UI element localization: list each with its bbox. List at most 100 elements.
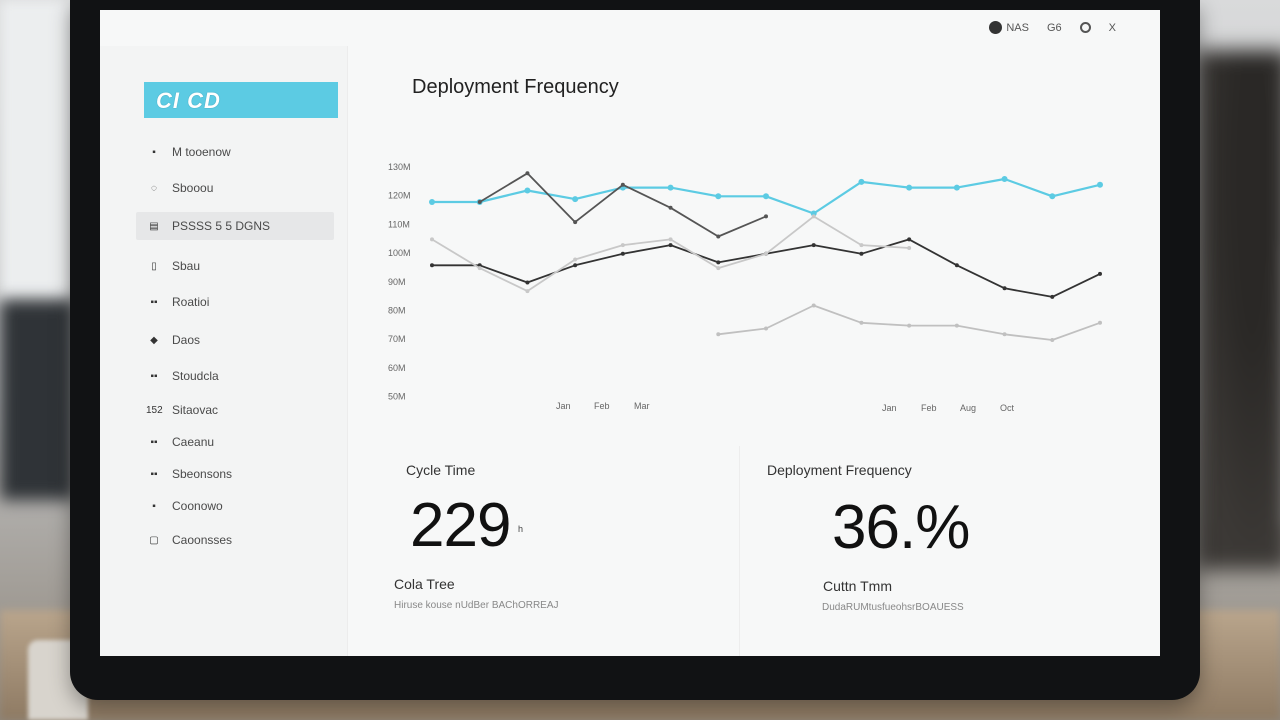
tag-icon: ▪	[152, 500, 156, 512]
list-icon: ▤	[149, 220, 159, 232]
deployment-chart: 130M 120M 110M 100M 90M 80M 70M 60M 50M Jan Feb Mar…	[348, 146, 1160, 426]
data-point	[525, 289, 530, 294]
sidebar-item[interactable]: 152 Sitaovac	[136, 396, 334, 424]
x-tick-label: Aug	[960, 403, 976, 413]
sidebar-item-label: M tooenow	[172, 145, 231, 159]
logo-text: CI CD	[156, 88, 221, 113]
data-point	[573, 263, 578, 268]
settings-icon[interactable]	[1079, 22, 1091, 33]
data-point	[1050, 338, 1055, 342]
sidebar-item-label: Caeanu	[172, 435, 215, 449]
card-value: 36.%	[832, 493, 970, 562]
sidebar: CI CD ▪ M tooenow ◌ Sbooou ▤ PSSSS 5 5 DGNS ▯ S…	[100, 46, 348, 656]
sidebar-item[interactable]: ▪▪ Sbeonsons	[136, 460, 334, 488]
data-point	[477, 263, 482, 268]
data-point	[764, 326, 768, 331]
sidebar-item[interactable]: ▢ Caoonsses	[136, 526, 334, 554]
data-point	[573, 257, 578, 262]
sidebar-item-label: Daos	[172, 333, 201, 347]
page-title: Deployment Frequency	[412, 76, 619, 98]
x-tick-label: Oct	[1000, 403, 1015, 413]
data-point	[954, 263, 959, 268]
data-point	[764, 214, 768, 219]
data-point	[668, 243, 673, 248]
data-point	[859, 243, 864, 248]
folder-icon: ▢	[149, 534, 159, 546]
sidebar-item[interactable]: ▪▪ Caeanu	[136, 428, 334, 456]
y-tick-label: 110M	[388, 219, 410, 229]
chart-icon: ▪▪	[150, 370, 158, 382]
y-tick-label: 50M	[388, 392, 406, 402]
data-point	[1002, 332, 1007, 337]
x-tick-label: Jan	[556, 401, 571, 411]
series-line-3	[431, 215, 910, 292]
sidebar-item-label: Stoudcla	[172, 369, 219, 383]
user-icon[interactable]: NAS	[989, 21, 1029, 34]
background-shadow	[0, 300, 75, 500]
data-point	[716, 332, 721, 337]
data-point	[525, 280, 530, 285]
data-point	[524, 187, 531, 194]
data-point	[764, 251, 768, 256]
data-point	[906, 184, 913, 191]
card-title: Cycle Time	[406, 462, 476, 478]
data-point	[763, 193, 769, 200]
data-point	[1050, 294, 1055, 299]
sidebar-item[interactable]: ▪ Coonowo	[136, 492, 334, 520]
y-tick-label: 60M	[388, 363, 406, 373]
data-point	[810, 210, 817, 217]
sidebar-item[interactable]: ▪▪ Roatioi	[136, 288, 334, 316]
sidebar-item[interactable]: ◌ Sbooou	[136, 174, 334, 202]
close-icon[interactable]: X	[1108, 21, 1116, 34]
data-point	[667, 184, 674, 191]
sidebar-item-label: Sitaovac	[172, 403, 219, 417]
x-tick-label: Jan	[882, 403, 897, 413]
data-point	[1098, 271, 1102, 276]
x-tick-label: Mar	[634, 401, 650, 411]
data-point	[716, 234, 721, 239]
dashboard-screen: NAS G6 X CI CD ▪ M tooenow ◌ Sbooou ▤ PSSSS 5…	[100, 10, 1160, 656]
data-point	[668, 205, 673, 210]
sidebar-item[interactable]: ▤ PSSSS 5 5 DGNS	[136, 212, 334, 240]
data-point	[907, 237, 912, 242]
app-logo[interactable]: CI CD	[144, 82, 338, 118]
pin-icon: ◆	[150, 334, 158, 346]
card-subtitle: Cuttn Tmm	[823, 578, 892, 594]
top-bar: NAS G6 X	[100, 10, 1160, 46]
data-point	[429, 199, 435, 205]
data-point	[430, 263, 434, 268]
code-icon: 152	[146, 404, 163, 416]
data-point	[811, 214, 816, 219]
data-point	[953, 184, 960, 191]
help-icon[interactable]: G6	[1046, 21, 1062, 34]
data-point	[1098, 320, 1102, 325]
data-point	[716, 266, 721, 271]
y-tick-label: 120M	[388, 191, 411, 201]
card-subtitle: Cola Tree	[394, 576, 455, 592]
sidebar-item[interactable]: ◆ Daos	[136, 326, 334, 354]
data-point	[907, 323, 912, 328]
data-point	[525, 171, 530, 176]
sidebar-item-label: Sbau	[172, 259, 201, 273]
sidebar-item-label: Coonowo	[172, 499, 223, 513]
line-chart-svg: 130M 120M 110M 100M 90M 80M 70M 60M 50M Jan Feb Mar…	[388, 162, 1103, 413]
data-point	[811, 243, 816, 248]
data-point	[859, 251, 864, 256]
y-tick-label: 130M	[388, 162, 411, 172]
card-unit: h	[518, 524, 524, 534]
box-icon: ▯	[151, 260, 157, 272]
card-title: Deployment Frequency	[767, 462, 912, 478]
sidebar-item-label: Sbooou	[172, 181, 214, 195]
data-point	[859, 320, 864, 325]
sidebar-item[interactable]: ▯ Sbau	[136, 252, 334, 280]
card-note: Hiruse kouse nUdBer BAChORREAJ	[394, 600, 559, 611]
sidebar-item[interactable]: ▪▪ Stoudcla	[136, 362, 334, 390]
card-note: DudaRUMtusfueohsrBOAUESS	[822, 602, 964, 613]
data-point	[620, 182, 625, 187]
y-tick-label: 80M	[388, 306, 406, 316]
group-icon: ▪▪	[150, 296, 158, 308]
sidebar-item-label: Sbeonsons	[172, 467, 233, 481]
main-content: Deployment Frequency 130M 120M 110M 100M 90M…	[348, 46, 1160, 656]
data-point	[1049, 193, 1056, 200]
sidebar-item[interactable]: ▪ M tooenow	[136, 138, 334, 166]
